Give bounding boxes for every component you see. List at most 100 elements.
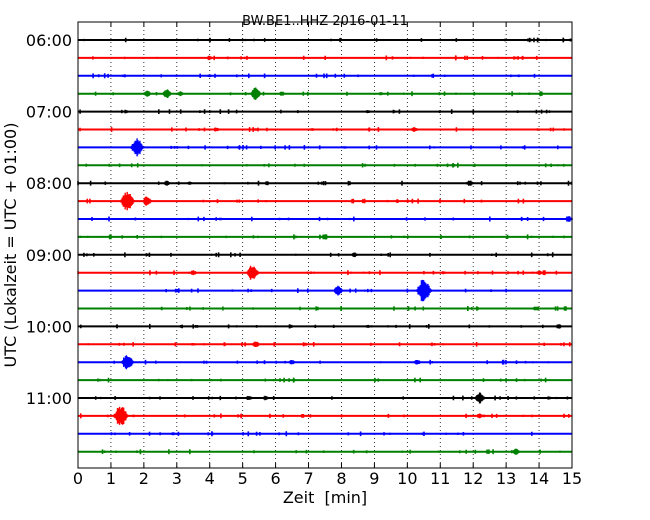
- x-tick-label: 6: [271, 469, 281, 488]
- trace-1145: [78, 448, 572, 455]
- seismic-event: [413, 360, 422, 365]
- trace-0715: [78, 127, 572, 132]
- x-tick-label: 14: [529, 469, 549, 488]
- seismic-event: [226, 164, 233, 166]
- seismic-event: [212, 127, 221, 132]
- seismic-event: [162, 89, 173, 98]
- trace-noise: [109, 288, 507, 293]
- trace-0745: [78, 162, 572, 168]
- trace-0800: [77, 180, 573, 186]
- trace-0900: [78, 252, 572, 258]
- x-tick-label: 4: [205, 469, 215, 488]
- x-tick-label: 11: [430, 469, 450, 488]
- seismic-event: [130, 138, 145, 157]
- seismic-event: [206, 55, 214, 61]
- trace-0815: [78, 191, 572, 211]
- x-tick-label: 3: [172, 469, 182, 488]
- seismic-event: [333, 285, 344, 296]
- seismic-event: [235, 146, 244, 149]
- trace-0915: [77, 265, 572, 280]
- seismic-event: [142, 196, 153, 206]
- seismic-event: [121, 355, 135, 370]
- seismic-event: [163, 180, 171, 186]
- seismic-event: [176, 91, 185, 97]
- trace-noise: [83, 252, 554, 258]
- seismic-event: [364, 110, 372, 114]
- trace-1100: [78, 392, 572, 404]
- seismic-event: [410, 127, 418, 132]
- y-tick-label: 10:00: [26, 317, 72, 336]
- trace-0630: [78, 73, 572, 79]
- seismic-event: [535, 270, 544, 275]
- y-tick-label: 09:00: [26, 246, 72, 265]
- seismic-event: [325, 39, 332, 41]
- seismic-event: [374, 57, 381, 59]
- trace-0730: [78, 138, 572, 157]
- seismic-event: [252, 128, 260, 131]
- seismic-event: [489, 236, 497, 238]
- trace-noise: [92, 73, 536, 79]
- seismic-event: [450, 163, 458, 167]
- seismic-event: [120, 191, 135, 211]
- seismic-event: [170, 432, 178, 436]
- y-axis-label: UTC (Lokalzeit = UTC + 01:00): [1, 123, 20, 368]
- seismic-event: [261, 395, 270, 401]
- seismic-event: [251, 341, 261, 347]
- seismic-event: [440, 271, 448, 275]
- trace-noise: [101, 449, 561, 455]
- seismic-event: [474, 392, 486, 404]
- x-tick-label: 10: [397, 469, 417, 488]
- trace-1130: [78, 431, 572, 437]
- x-tick-label: 15: [562, 469, 582, 488]
- trace-1015: [78, 341, 572, 347]
- trace-0700: [78, 109, 572, 114]
- trace-noise: [87, 342, 571, 347]
- trace-0945: [78, 306, 572, 311]
- seismic-event: [532, 306, 540, 311]
- y-tick-label: 06:00: [26, 31, 72, 50]
- trace-1115: [78, 406, 572, 425]
- seismic-event: [545, 396, 553, 400]
- trace-0845: [78, 234, 572, 240]
- y-tick-label: 07:00: [26, 103, 72, 122]
- plot-frame: [77, 21, 573, 469]
- seismic-event: [555, 324, 563, 329]
- trace-0645: [78, 87, 572, 100]
- seismic-event: [364, 324, 372, 328]
- y-tick-label: 08:00: [26, 174, 72, 193]
- seismic-event: [250, 87, 262, 100]
- y-tick-label: 11:00: [26, 389, 72, 408]
- seismic-event: [113, 406, 129, 425]
- trace-0615: [78, 55, 572, 61]
- seismic-event: [511, 448, 521, 455]
- trace-noise: [79, 109, 551, 114]
- x-tick-label: 12: [463, 469, 483, 488]
- seismic-event: [189, 270, 198, 276]
- x-tick-label: 0: [73, 469, 83, 488]
- seismic-event: [564, 216, 574, 222]
- seismic-event: [120, 74, 128, 78]
- x-tick-label: 5: [238, 469, 248, 488]
- seismic-event: [288, 360, 297, 365]
- seismic-event: [465, 180, 475, 186]
- trace-noise: [79, 234, 565, 240]
- seismic-event: [193, 325, 201, 328]
- seismic-event: [245, 396, 254, 400]
- seismic-event: [377, 92, 385, 96]
- trace-noise: [160, 306, 567, 311]
- x-tick-label: 8: [336, 469, 346, 488]
- seismic-event: [350, 252, 359, 258]
- trace-0930: [78, 279, 572, 302]
- seismic-event: [114, 110, 121, 113]
- trace-noise: [92, 55, 538, 61]
- x-tick-label: 13: [496, 469, 516, 488]
- seismic-event: [206, 74, 214, 78]
- seismic-event: [301, 342, 309, 346]
- trace-0600: [78, 37, 572, 43]
- seismic-event: [308, 128, 316, 131]
- seismic-event: [278, 91, 287, 96]
- grid: [110, 22, 540, 468]
- trace-noise: [85, 162, 565, 168]
- seismic-event: [320, 234, 330, 240]
